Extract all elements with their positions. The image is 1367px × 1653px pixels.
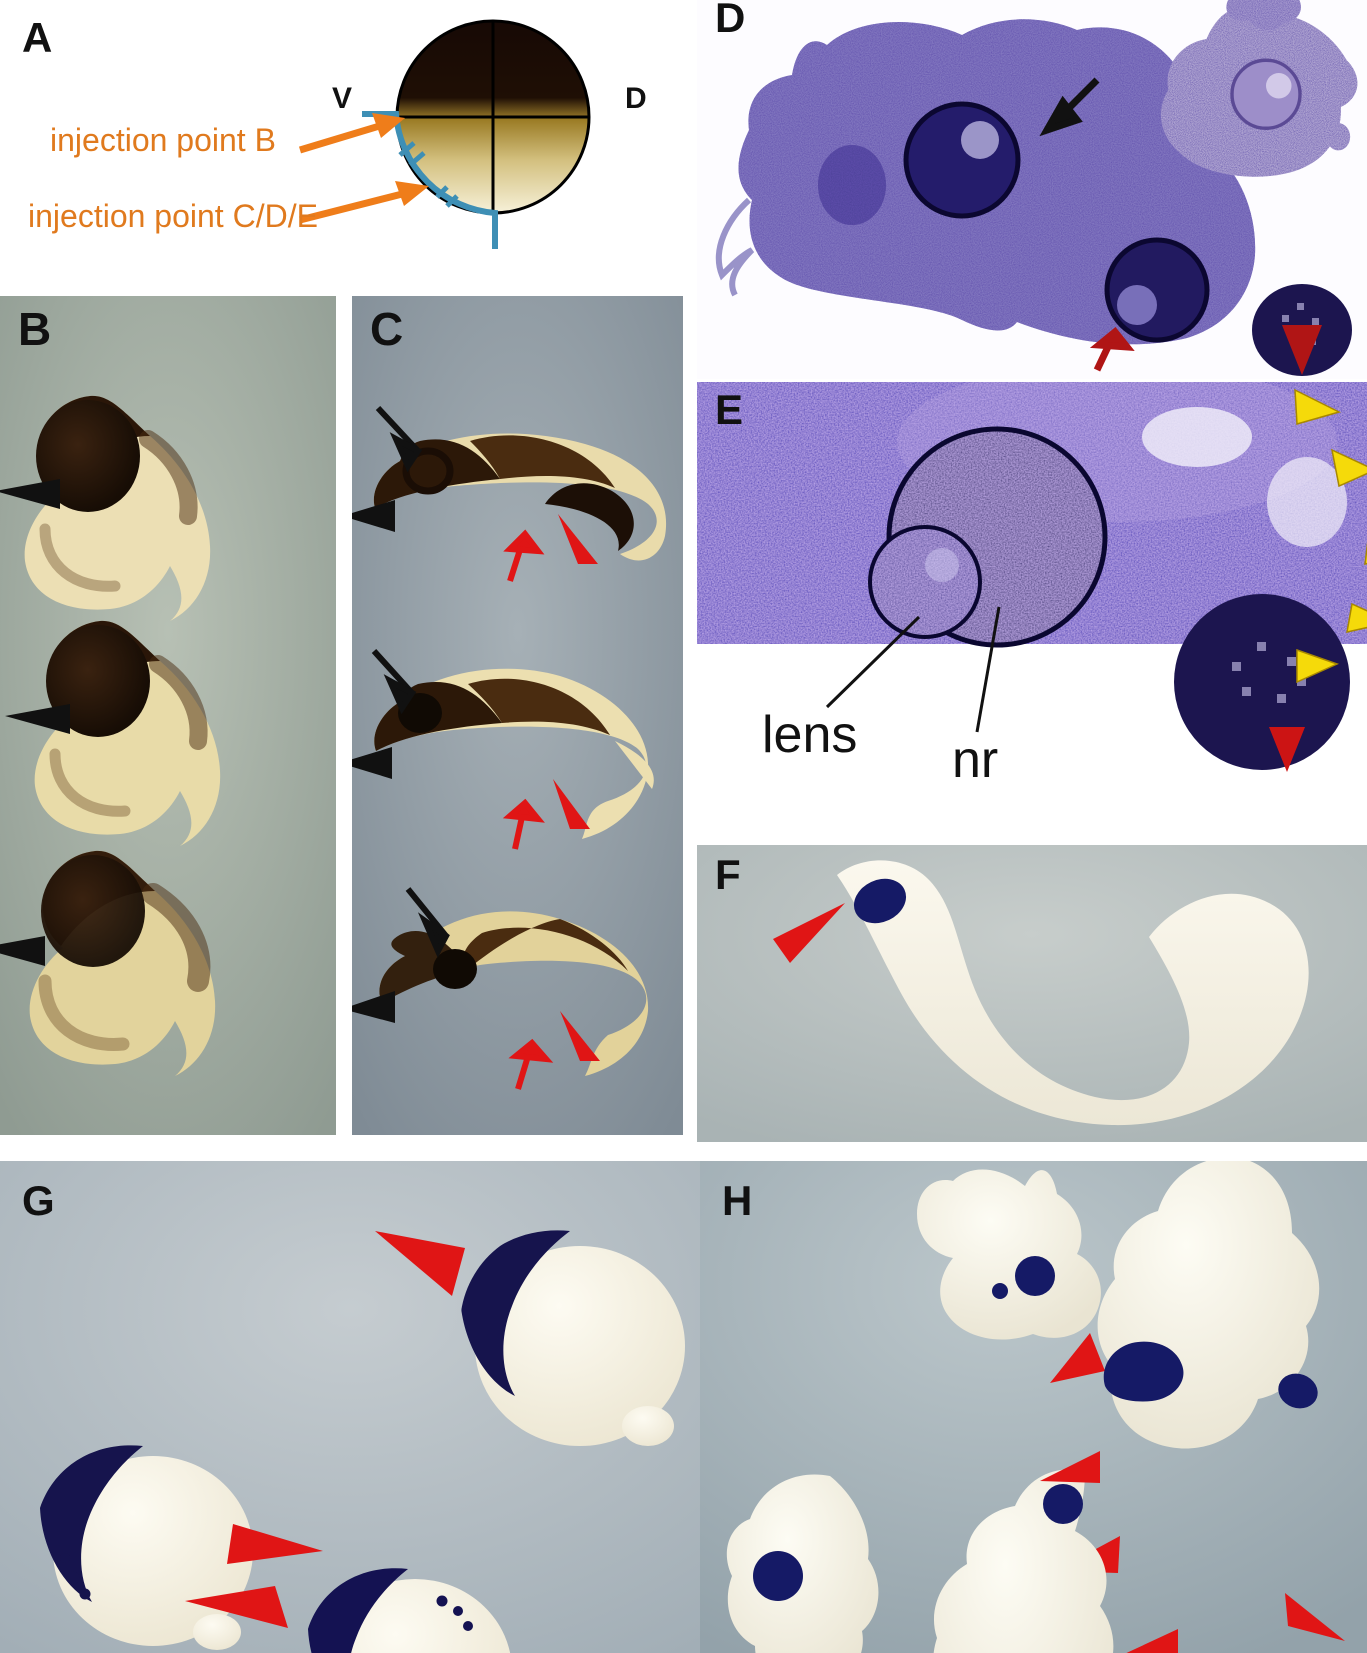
svg-text:nr: nr bbox=[952, 731, 998, 782]
svg-text:lens: lens bbox=[762, 706, 857, 764]
svg-text:V: V bbox=[332, 82, 352, 115]
svg-text:D: D bbox=[625, 82, 647, 115]
